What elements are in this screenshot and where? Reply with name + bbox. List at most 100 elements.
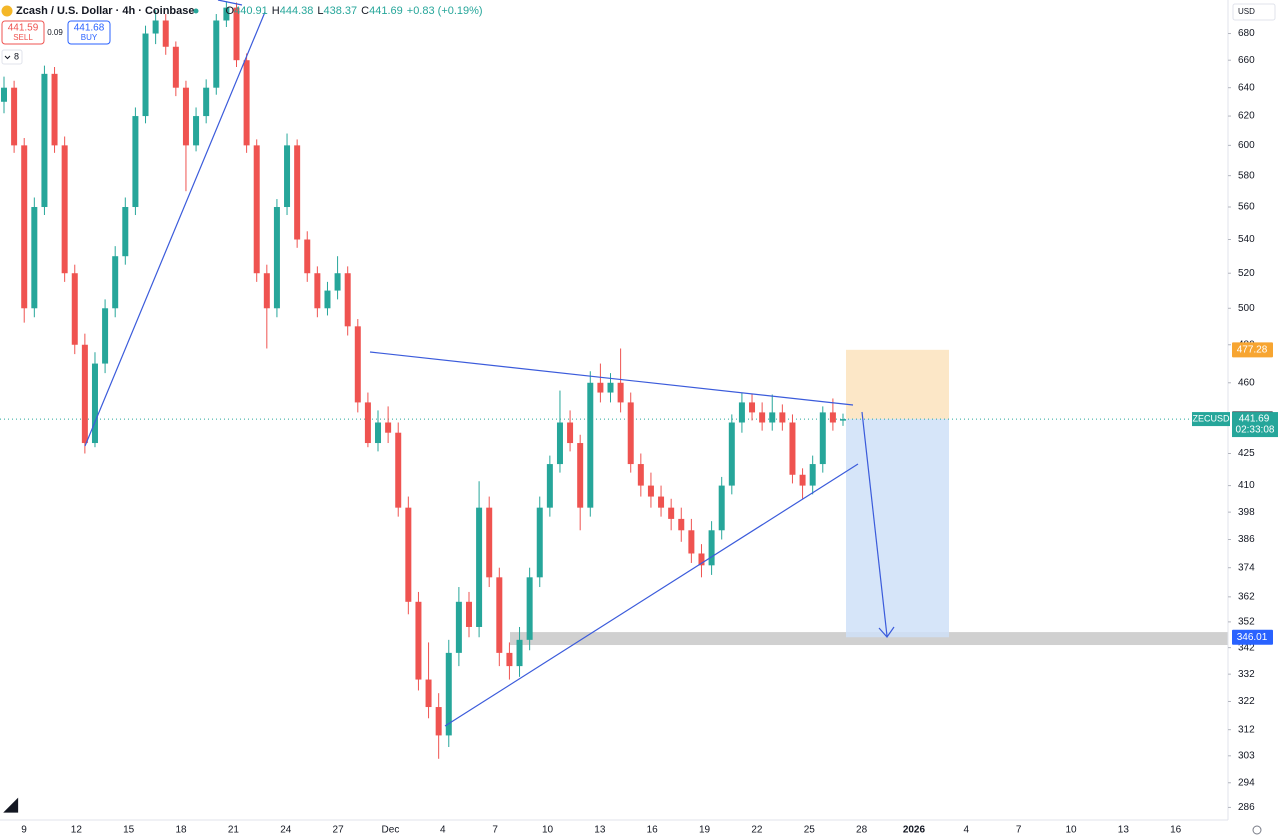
x-tick-label: 10	[1065, 825, 1077, 836]
candle-body	[577, 443, 584, 508]
candle-body	[476, 507, 483, 627]
candle-body	[738, 402, 745, 423]
candle-body	[536, 507, 543, 578]
x-tick-label: 2026	[903, 825, 926, 836]
settings-icon[interactable]	[1252, 825, 1262, 835]
trend-line[interactable]	[444, 463, 859, 727]
candle-body	[607, 382, 614, 393]
x-tick-label: 13	[594, 825, 606, 836]
candle-body	[526, 577, 533, 640]
x-tick-label: 15	[123, 825, 135, 836]
candle-body	[273, 207, 280, 309]
y-tick-label: 386	[1238, 534, 1255, 545]
candle-body	[506, 652, 513, 667]
y-tick-label: 286	[1238, 802, 1255, 813]
sell-label: SELL	[13, 33, 33, 42]
y-tick-label: 620	[1238, 111, 1255, 122]
candle-body	[233, 7, 240, 61]
coin-icon	[1, 5, 13, 17]
candle-body	[546, 464, 553, 508]
y-tick-label: 294	[1238, 777, 1255, 788]
trend-line[interactable]	[84, 11, 266, 447]
sell-button[interactable]	[1, 20, 45, 45]
candle-body	[425, 679, 432, 708]
y-tick-label: 680	[1238, 28, 1255, 39]
x-tick-label: 24	[280, 825, 292, 836]
y-tick-label: 374	[1238, 562, 1255, 573]
last-price-box	[1232, 412, 1278, 438]
candle-body	[486, 507, 493, 578]
x-tick-label: 25	[804, 825, 816, 836]
y-tick-label: 362	[1238, 591, 1255, 602]
candle-body	[193, 116, 200, 146]
ohlc-label: O	[226, 5, 235, 17]
target-zone[interactable]	[846, 418, 949, 638]
x-tick-label: 28	[856, 825, 868, 836]
stop-zone[interactable]	[846, 349, 949, 419]
axis-layer: 6806606406206005805605405205004804604254…	[21, 28, 1278, 836]
candle-body	[789, 422, 796, 475]
x-tick-label: 4	[964, 825, 970, 836]
symbol: ZECUSD	[1192, 413, 1230, 423]
candle-body	[395, 432, 402, 508]
support-zone[interactable]	[510, 632, 1228, 646]
change: +0.83 (+0.19%)	[407, 5, 483, 17]
y-tick-label: 398	[1238, 507, 1255, 518]
candle-body	[142, 33, 149, 117]
candle-body	[294, 145, 301, 240]
ohlc-label: C	[361, 5, 369, 17]
y-tick-label: 303	[1238, 750, 1255, 761]
sell-box[interactable]: 441.59 SELL	[1, 20, 45, 45]
y-tick-label: 332	[1238, 669, 1255, 680]
candle-body	[314, 273, 321, 309]
header: Zcash / U.S. Dollar · 4h · Coinbase O440…	[16, 5, 483, 17]
indicator-toggle[interactable]	[1, 49, 23, 65]
candle-body	[435, 707, 442, 736]
stop-price-box	[1232, 342, 1273, 358]
x-tick-label: 9	[21, 825, 27, 836]
x-tick-label: 7	[492, 825, 498, 836]
candle-body	[31, 207, 38, 309]
candle-body	[284, 145, 291, 208]
candle-body	[354, 326, 361, 403]
trend-line[interactable]	[369, 351, 854, 406]
candle-body	[21, 145, 28, 309]
plot-area	[0, 1, 1228, 759]
buy-box[interactable]: 441.68 BUY	[67, 20, 111, 45]
currency-select[interactable]	[1232, 3, 1276, 21]
candle-body	[718, 485, 725, 531]
spread: 0.09	[47, 28, 63, 37]
candle-body	[597, 382, 604, 393]
candle-body	[344, 273, 351, 327]
countdown: 02:33:08	[1236, 425, 1275, 436]
candle-body	[243, 60, 250, 146]
candle-body	[263, 273, 270, 309]
candle-body	[749, 402, 756, 413]
candle-body	[567, 422, 574, 444]
candle-body	[799, 474, 806, 486]
candle-body	[203, 87, 210, 117]
x-tick-label: 16	[1170, 825, 1182, 836]
candle-body	[71, 273, 78, 345]
candle-body	[819, 412, 826, 465]
symbol-box	[1192, 412, 1230, 427]
candle-body	[405, 507, 412, 602]
x-tick-label: 16	[647, 825, 659, 836]
candle-body	[678, 518, 685, 531]
ohlc-label: L	[317, 5, 323, 17]
candle-body	[334, 273, 341, 291]
y-tick-label: 640	[1238, 82, 1255, 93]
candle-body	[445, 652, 452, 736]
buy-button[interactable]	[67, 20, 111, 45]
y-tick-label: 500	[1238, 303, 1255, 314]
candle-body	[668, 507, 675, 519]
last-price: 441.69	[1239, 414, 1270, 425]
arrow[interactable]	[861, 411, 888, 637]
y-tick-label: 342	[1238, 642, 1255, 653]
candle-body	[182, 87, 189, 146]
candle-body	[769, 412, 776, 423]
trend-line[interactable]	[217, 0, 243, 6]
x-tick-label: 7	[1016, 825, 1022, 836]
